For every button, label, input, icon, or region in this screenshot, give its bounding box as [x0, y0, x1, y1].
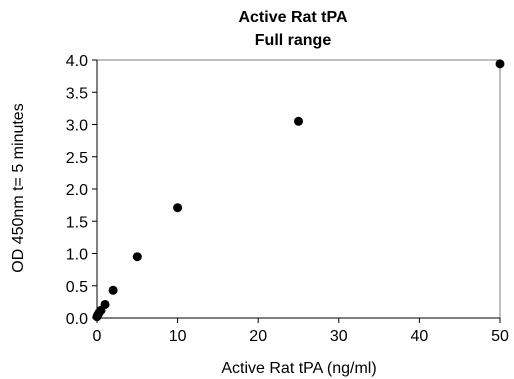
x-tick-label: 40 [411, 328, 429, 345]
x-axis-label: Active Rat tPA (ng/ml) [221, 360, 376, 377]
plot-area-border [96, 59, 501, 319]
x-tick-label: 50 [491, 328, 509, 345]
y-tick-label: 4.0 [66, 53, 88, 70]
data-points [92, 59, 505, 322]
y-tick-label: 1.5 [66, 214, 88, 231]
data-point [100, 299, 110, 309]
y-tick-label: 2.0 [66, 182, 88, 199]
x-axis-ticks: 0 10 20 30 40 50 [93, 318, 509, 345]
data-point [108, 285, 118, 295]
data-point [173, 203, 183, 213]
chart-subtitle: Full range [255, 32, 332, 49]
chart-title: Active Rat tPA [238, 9, 348, 26]
x-tick-label: 20 [249, 328, 267, 345]
y-tick-label: 0.5 [66, 279, 88, 296]
y-tick-label: 0.0 [66, 311, 88, 328]
y-tick-label: 2.5 [66, 150, 88, 167]
y-tick-label: 3.5 [66, 85, 88, 102]
y-tick-label: 3.0 [66, 118, 88, 135]
data-point [495, 59, 505, 69]
data-point [294, 116, 303, 126]
y-tick-label: 1.0 [66, 247, 88, 264]
y-axis-ticks: 0.0 0.5 1.0 1.5 2.0 2.5 3.0 3.5 4.0 [66, 53, 97, 328]
x-tick-label: 10 [169, 328, 187, 345]
y-axis-label: OD 450nm t= 5 minutes [10, 103, 27, 272]
data-point [132, 252, 142, 262]
x-tick-label: 0 [93, 328, 102, 345]
x-tick-label: 30 [330, 328, 348, 345]
